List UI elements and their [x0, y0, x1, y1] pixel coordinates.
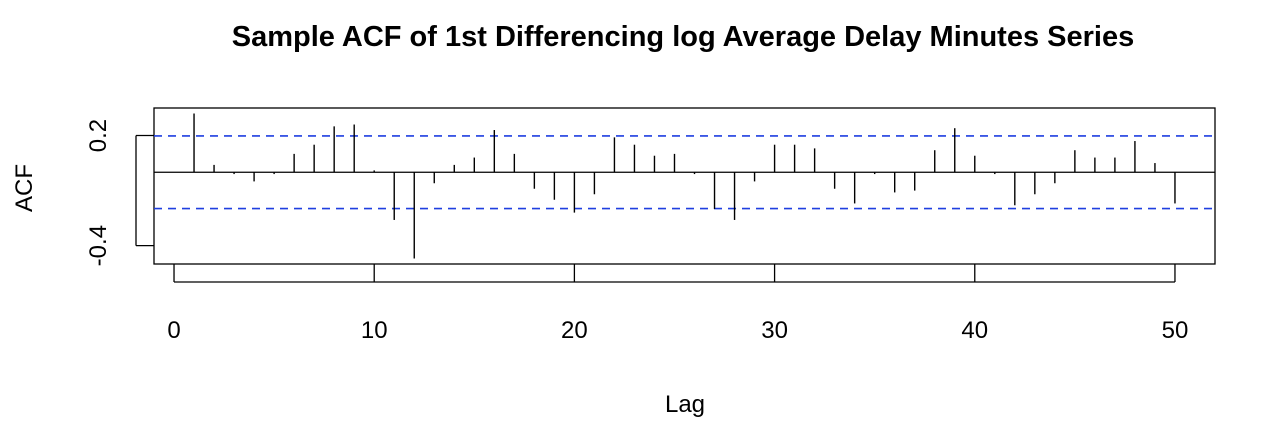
plot-area: 0 10 20 30 40 50 -0.4 0.2: [85, 107, 1216, 344]
chart-title: Sample ACF of 1st Differencing log Avera…: [232, 21, 1134, 53]
x-tick-label-50: 50: [1162, 317, 1189, 344]
y-tick-label--0.4: -0.4: [85, 225, 112, 266]
x-tick-label-40: 40: [961, 317, 988, 344]
y-axis-label: ACF: [11, 164, 38, 212]
y-tick-label-0.2: 0.2: [85, 119, 112, 152]
x-tick-label-30: 30: [761, 317, 788, 344]
plot-frame: [153, 107, 1216, 265]
x-tick-label-0: 0: [167, 317, 180, 344]
x-tick-label-20: 20: [561, 317, 588, 344]
x-tick-label-10: 10: [361, 317, 388, 344]
x-axis-label: Lag: [665, 391, 705, 418]
